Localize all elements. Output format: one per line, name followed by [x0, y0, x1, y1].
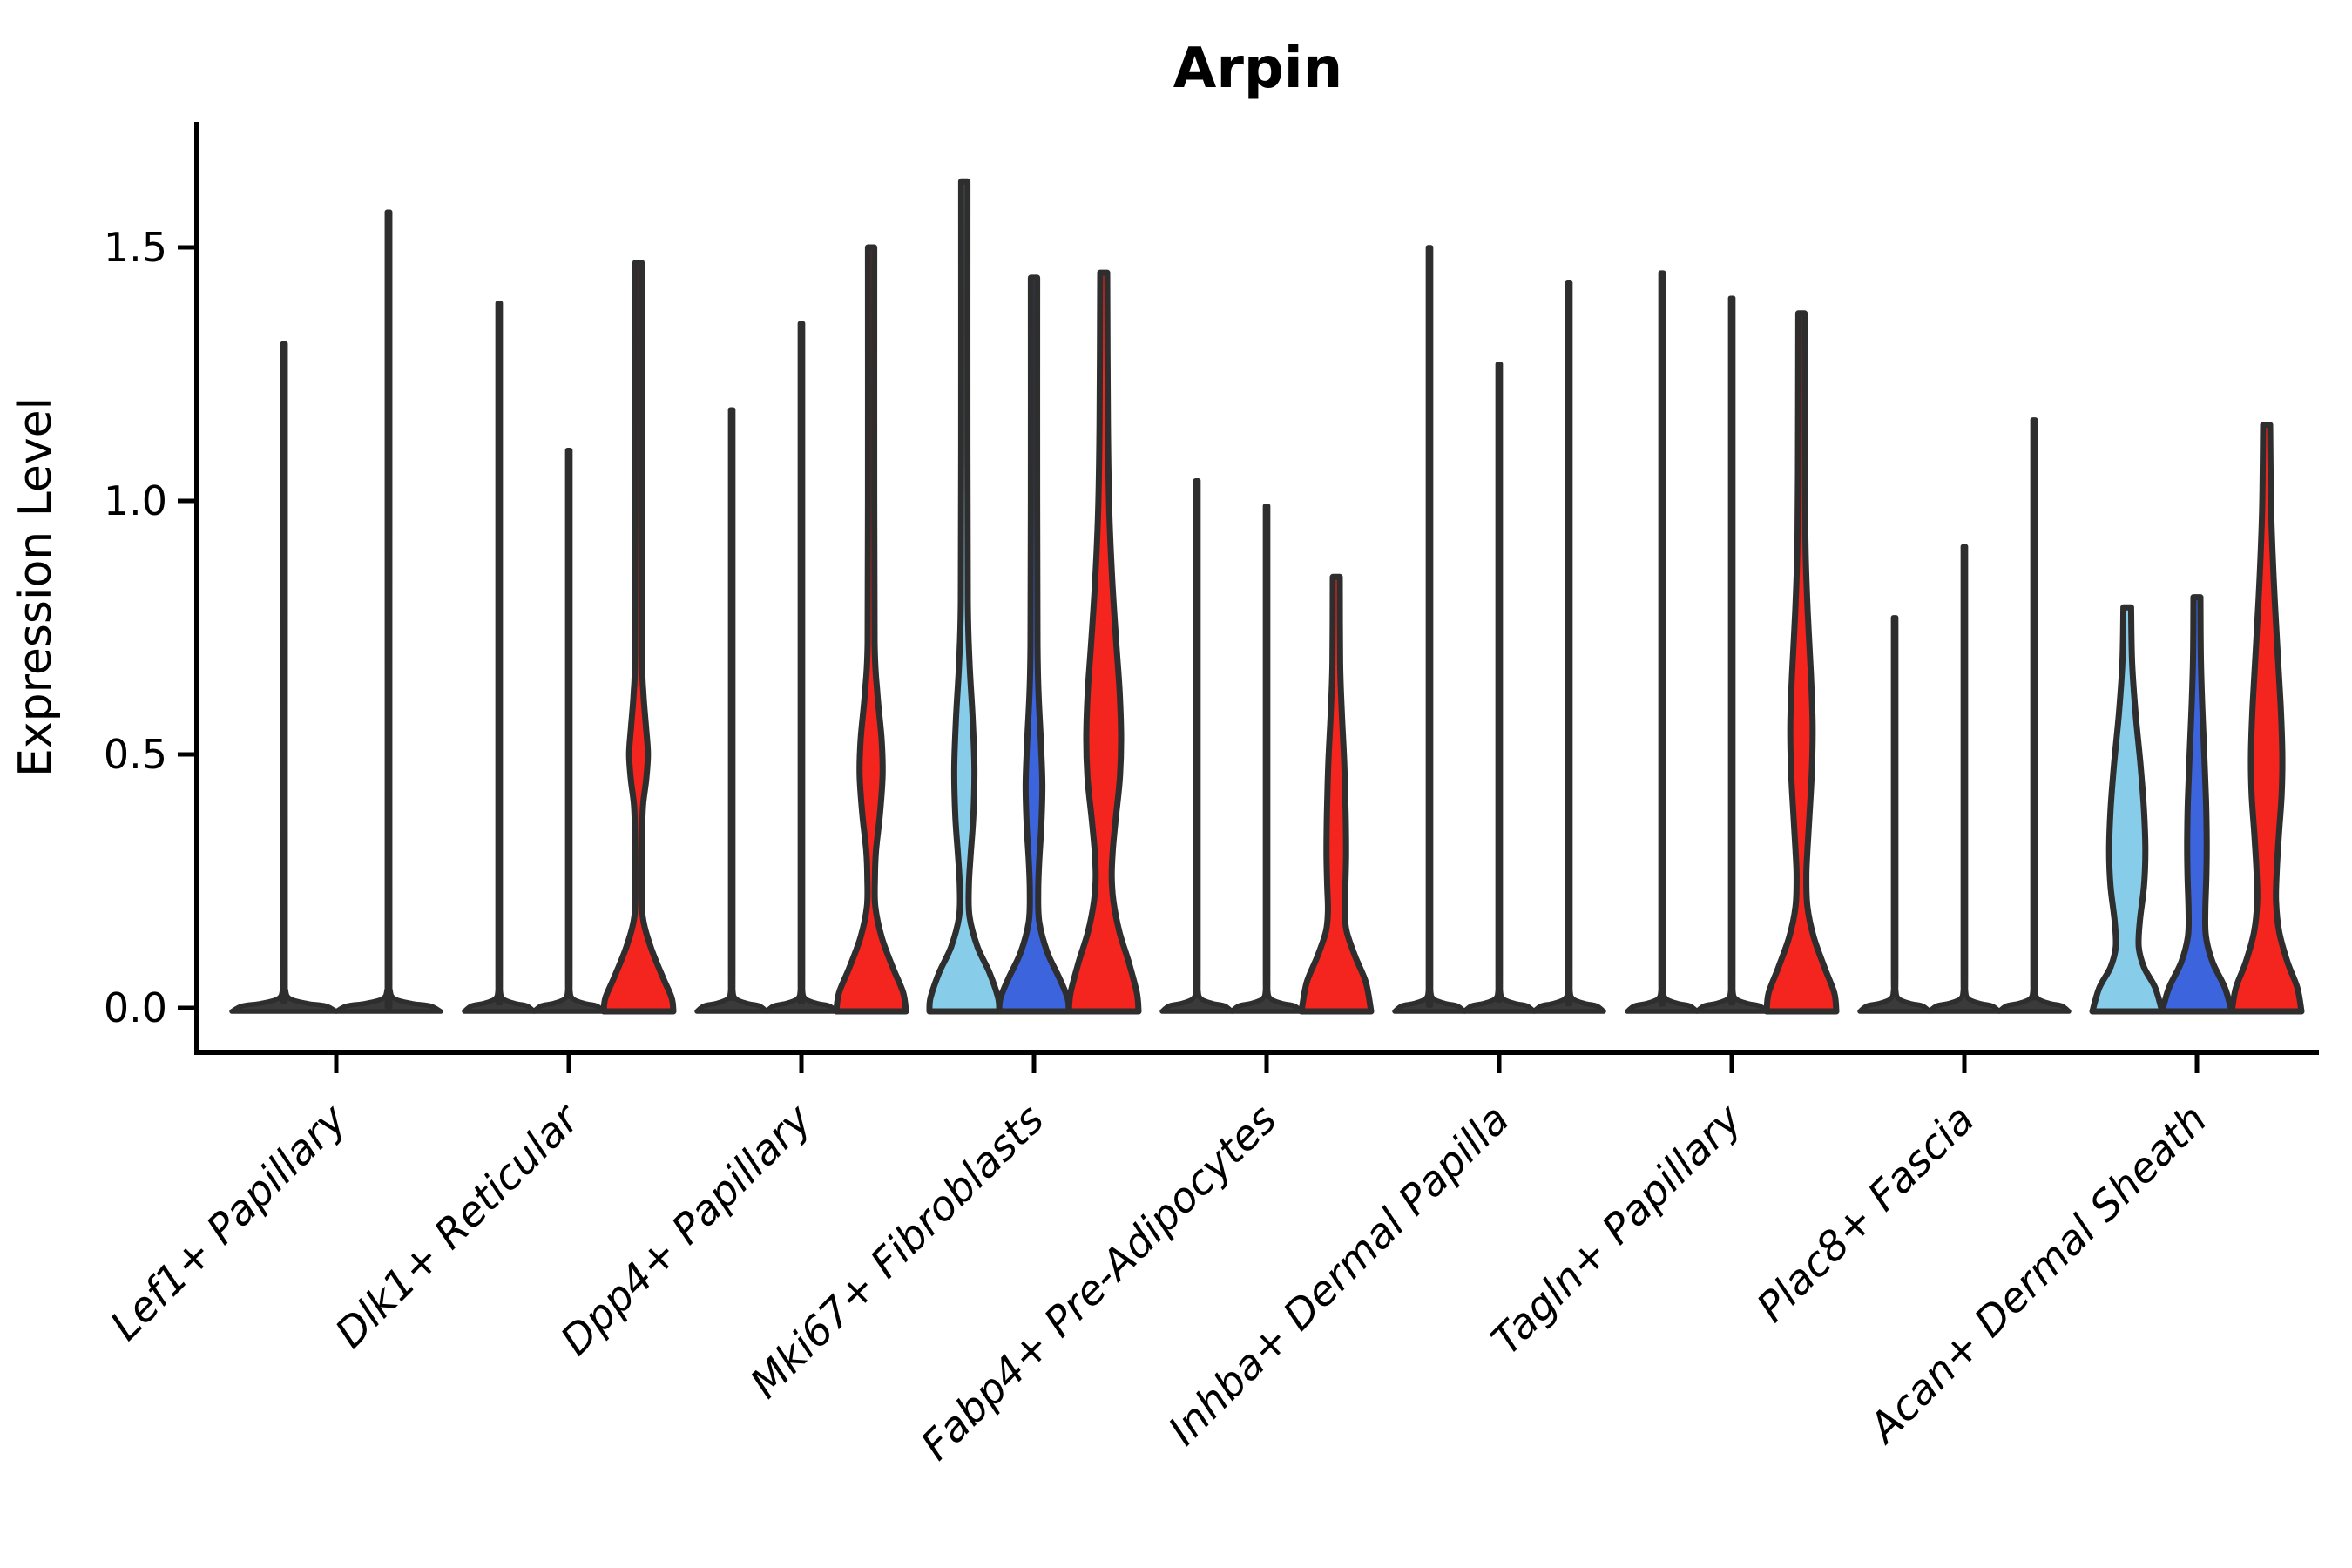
- violin-lightblue: [2089, 604, 2166, 1015]
- violin-darkblue: [2159, 594, 2235, 1015]
- x-tick-label: Lef1+ Papillary: [101, 1095, 356, 1350]
- violin-line-line: [1625, 270, 1700, 1014]
- violin-line-line: [1531, 280, 1606, 1014]
- violin-line-line: [229, 341, 339, 1014]
- violin-line-line: [1462, 362, 1537, 1014]
- y-tick-label: 0.0: [104, 984, 167, 1031]
- violin-red: [1065, 269, 1142, 1015]
- violin-group: [1857, 417, 2072, 1014]
- violin-line-line: [694, 407, 769, 1014]
- violin-group: [694, 244, 909, 1015]
- violin-red: [2228, 422, 2305, 1015]
- violin-line-line: [1927, 544, 2002, 1014]
- violin-line-line: [1694, 295, 1769, 1014]
- violin-line-line: [764, 321, 839, 1014]
- violin-red: [600, 260, 677, 1015]
- violin-group: [2089, 422, 2305, 1015]
- violin-line-line: [1159, 477, 1234, 1014]
- violin-group: [926, 178, 1142, 1015]
- violins-layer: [229, 178, 2305, 1015]
- violin-line-line: [1857, 615, 1932, 1014]
- x-tick-label: Tagln+ Papillary: [1483, 1095, 1753, 1365]
- violin-line-line: [334, 209, 443, 1014]
- violin-lightblue: [926, 178, 1003, 1015]
- violin-line-line: [1229, 504, 1304, 1014]
- y-tick-label: 0.5: [104, 731, 167, 778]
- violin-line-line: [1997, 417, 2072, 1014]
- violin-line-line: [531, 448, 606, 1014]
- violin-line-line: [1392, 245, 1467, 1014]
- x-tick-label: Dpp4+ Papillary: [551, 1095, 821, 1365]
- axes-layer: [194, 122, 2319, 1055]
- y-axis-title: Expression Level: [10, 397, 62, 777]
- violin-line-line: [462, 301, 537, 1014]
- violin-group: [229, 209, 443, 1014]
- violin-darkblue: [996, 274, 1072, 1015]
- violin-red: [1763, 310, 1840, 1015]
- y-tick-label: 1.5: [104, 224, 167, 271]
- y-tick-label: 1.0: [104, 477, 167, 524]
- y-axis-labels: 0.0 0.5 1.0 1.5: [104, 224, 197, 1031]
- violin-group: [1159, 477, 1375, 1015]
- x-tick-label: Dlk1+ Reticular: [327, 1094, 591, 1358]
- violin-group: [1625, 270, 1840, 1015]
- violin-group: [1392, 245, 1606, 1014]
- x-tick-label: Plac8+ Fascia: [1747, 1096, 1984, 1332]
- violin-red: [1298, 573, 1375, 1015]
- violin-group: [462, 260, 677, 1015]
- chart-title: Arpin: [1173, 37, 1342, 101]
- violin-red: [833, 244, 909, 1015]
